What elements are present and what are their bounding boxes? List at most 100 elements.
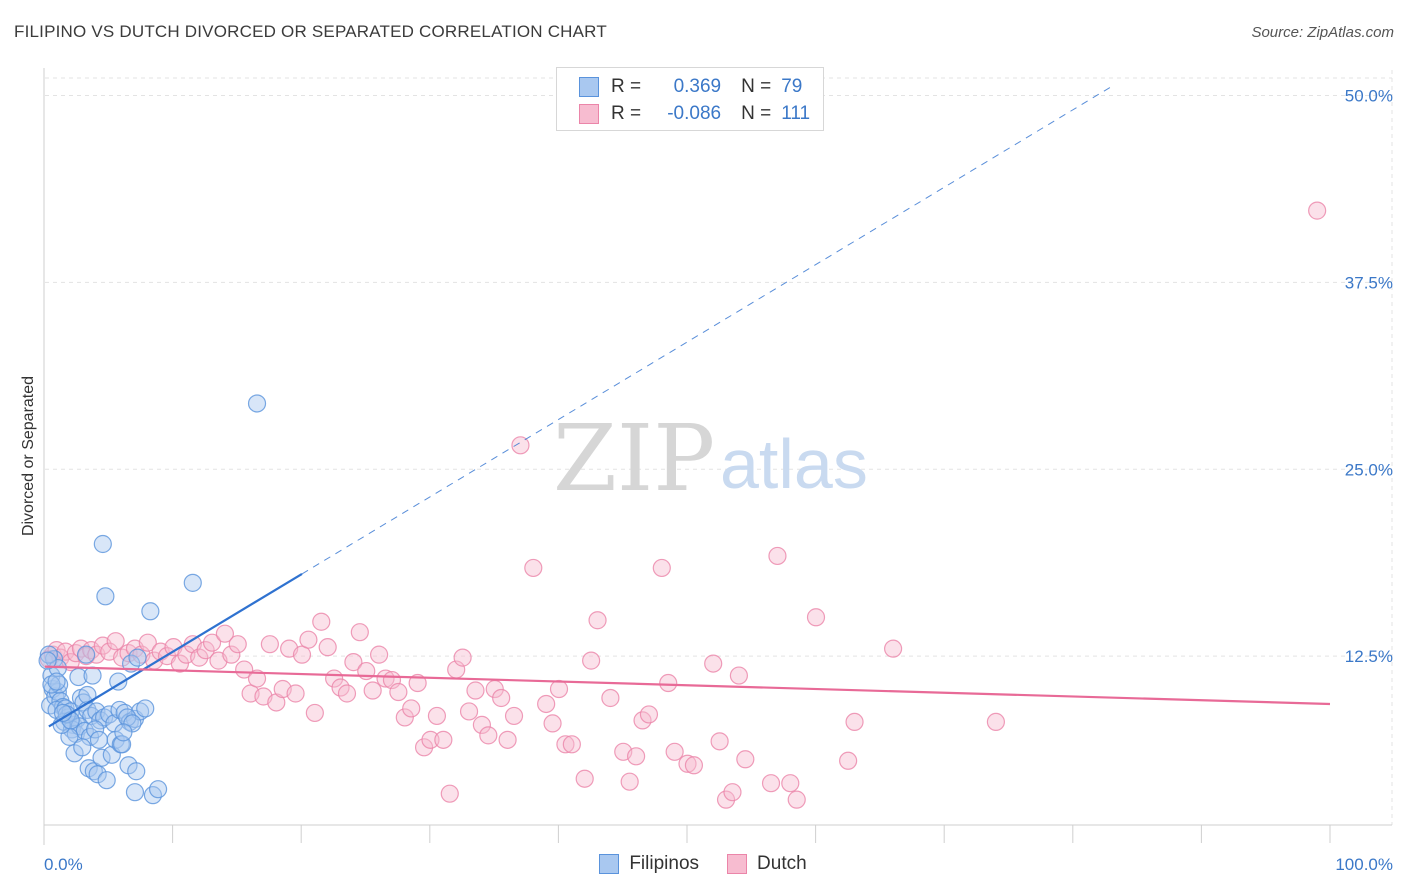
n-value: 111 [781, 103, 811, 124]
dutch-point [459, 702, 479, 721]
dutch-point [472, 715, 491, 734]
dutch-point [652, 558, 671, 578]
dutch-point [286, 684, 305, 703]
dutch-point [537, 694, 556, 714]
series-legend: Filipinos Dutch [0, 851, 1406, 877]
filipino-point [127, 762, 146, 781]
n-value: 79 [781, 76, 803, 97]
filipinos-swatch [599, 854, 620, 874]
dutch-point [408, 673, 427, 693]
dutch-point [376, 669, 395, 688]
legend-row-filipinos: R = 0.369 N = 79 [579, 74, 802, 100]
dutch-point [678, 754, 697, 773]
dutch-points [39, 201, 1327, 809]
x-tick-label: 0.0% [44, 855, 83, 874]
filipino-trend-extension [301, 86, 1112, 575]
legend-item-dutch: Dutch [727, 853, 807, 875]
filipino-point [73, 738, 92, 757]
filipino-point [47, 672, 66, 691]
dutch-point [196, 641, 215, 660]
dutch-point [524, 558, 543, 578]
chart-title: FILIPINO VS DUTCH DIVORCED OR SEPARATED … [14, 22, 607, 41]
y-tick-label: 37.5% [1345, 273, 1393, 292]
trend-lines [44, 86, 1331, 728]
dutch-trend-line [44, 665, 1331, 706]
watermark-atlas: atlas [720, 425, 868, 503]
r-label: R = [611, 103, 642, 124]
dutch-point [768, 546, 787, 566]
dutch-point [588, 611, 607, 630]
dutch-point [626, 747, 646, 766]
dutch-point [845, 712, 864, 732]
dutch-point [395, 708, 414, 727]
dutch-point [479, 726, 498, 745]
dutch-point [549, 679, 569, 699]
filipino-point [109, 672, 128, 691]
filipino-point [247, 394, 267, 413]
dutch-point [344, 653, 363, 672]
y-tick-label: 12.5% [1345, 647, 1393, 666]
dutch-point [839, 751, 858, 770]
dutch-point [370, 645, 389, 664]
dutch-point [716, 790, 736, 809]
dutch-point [260, 635, 279, 654]
dutch-point [1308, 201, 1327, 220]
dutch-point [498, 730, 517, 749]
filipino-point [93, 534, 112, 554]
dutch-point [736, 750, 755, 769]
filipino-point [77, 645, 96, 664]
r-value: -0.086 [667, 103, 722, 124]
dutch-point [292, 645, 312, 664]
dutch-point [228, 635, 247, 654]
axes [43, 68, 1392, 845]
filipino-point [118, 708, 137, 727]
watermark: ZIP atlas [553, 405, 868, 512]
filipino-trend-line [48, 572, 303, 728]
dutch-point [453, 648, 472, 667]
dutch-point [402, 699, 421, 718]
dutch-point [511, 436, 530, 455]
filipino-point [136, 699, 155, 718]
filipino-point [39, 645, 58, 664]
filipino-point [42, 675, 61, 694]
y-tick-label: 25.0% [1345, 460, 1393, 479]
dutch-point [337, 684, 357, 703]
dutch-point [639, 705, 659, 724]
filipino-point [89, 730, 109, 749]
dutch-point [575, 769, 594, 788]
n-label: N = [741, 76, 772, 97]
dutch-point [247, 669, 267, 688]
filipino-point [79, 759, 98, 778]
y-axis-title: Divorced or Separated [20, 376, 37, 536]
dutch-point [556, 735, 575, 754]
r-label: R = [611, 76, 642, 97]
tick-labels: 12.5% 25.0% 37.5% 50.0% 0.0% 100.0% [44, 87, 1393, 875]
dutch-point [723, 783, 742, 802]
filipino-points [38, 394, 267, 805]
filipino-point [148, 780, 168, 799]
r-value: 0.369 [673, 76, 722, 97]
dutch-point [440, 784, 459, 803]
filipino-point [183, 573, 202, 592]
dutch-point [363, 681, 382, 700]
x-tick-label: 100.0% [1335, 855, 1393, 874]
dutch-point [350, 623, 369, 642]
legend-label-filipinos: Filipinos [629, 853, 700, 874]
filipino-point [100, 705, 119, 724]
filipino-point [114, 723, 133, 742]
dutch-point [710, 732, 729, 751]
dutch-point [190, 648, 209, 667]
filipino-point [141, 602, 160, 621]
n-label: N = [741, 103, 772, 124]
dutch-point [729, 666, 749, 685]
legend-label-dutch: Dutch [757, 853, 807, 874]
filipino-point [83, 666, 102, 685]
filipino-point [125, 783, 145, 802]
filipino-point [86, 720, 105, 739]
filipino-point [78, 685, 97, 705]
filipino-point [97, 771, 116, 790]
dutch-point [202, 633, 222, 652]
dutch-point [492, 688, 511, 708]
dutch-point [761, 774, 781, 793]
dutch-point [986, 712, 1006, 732]
